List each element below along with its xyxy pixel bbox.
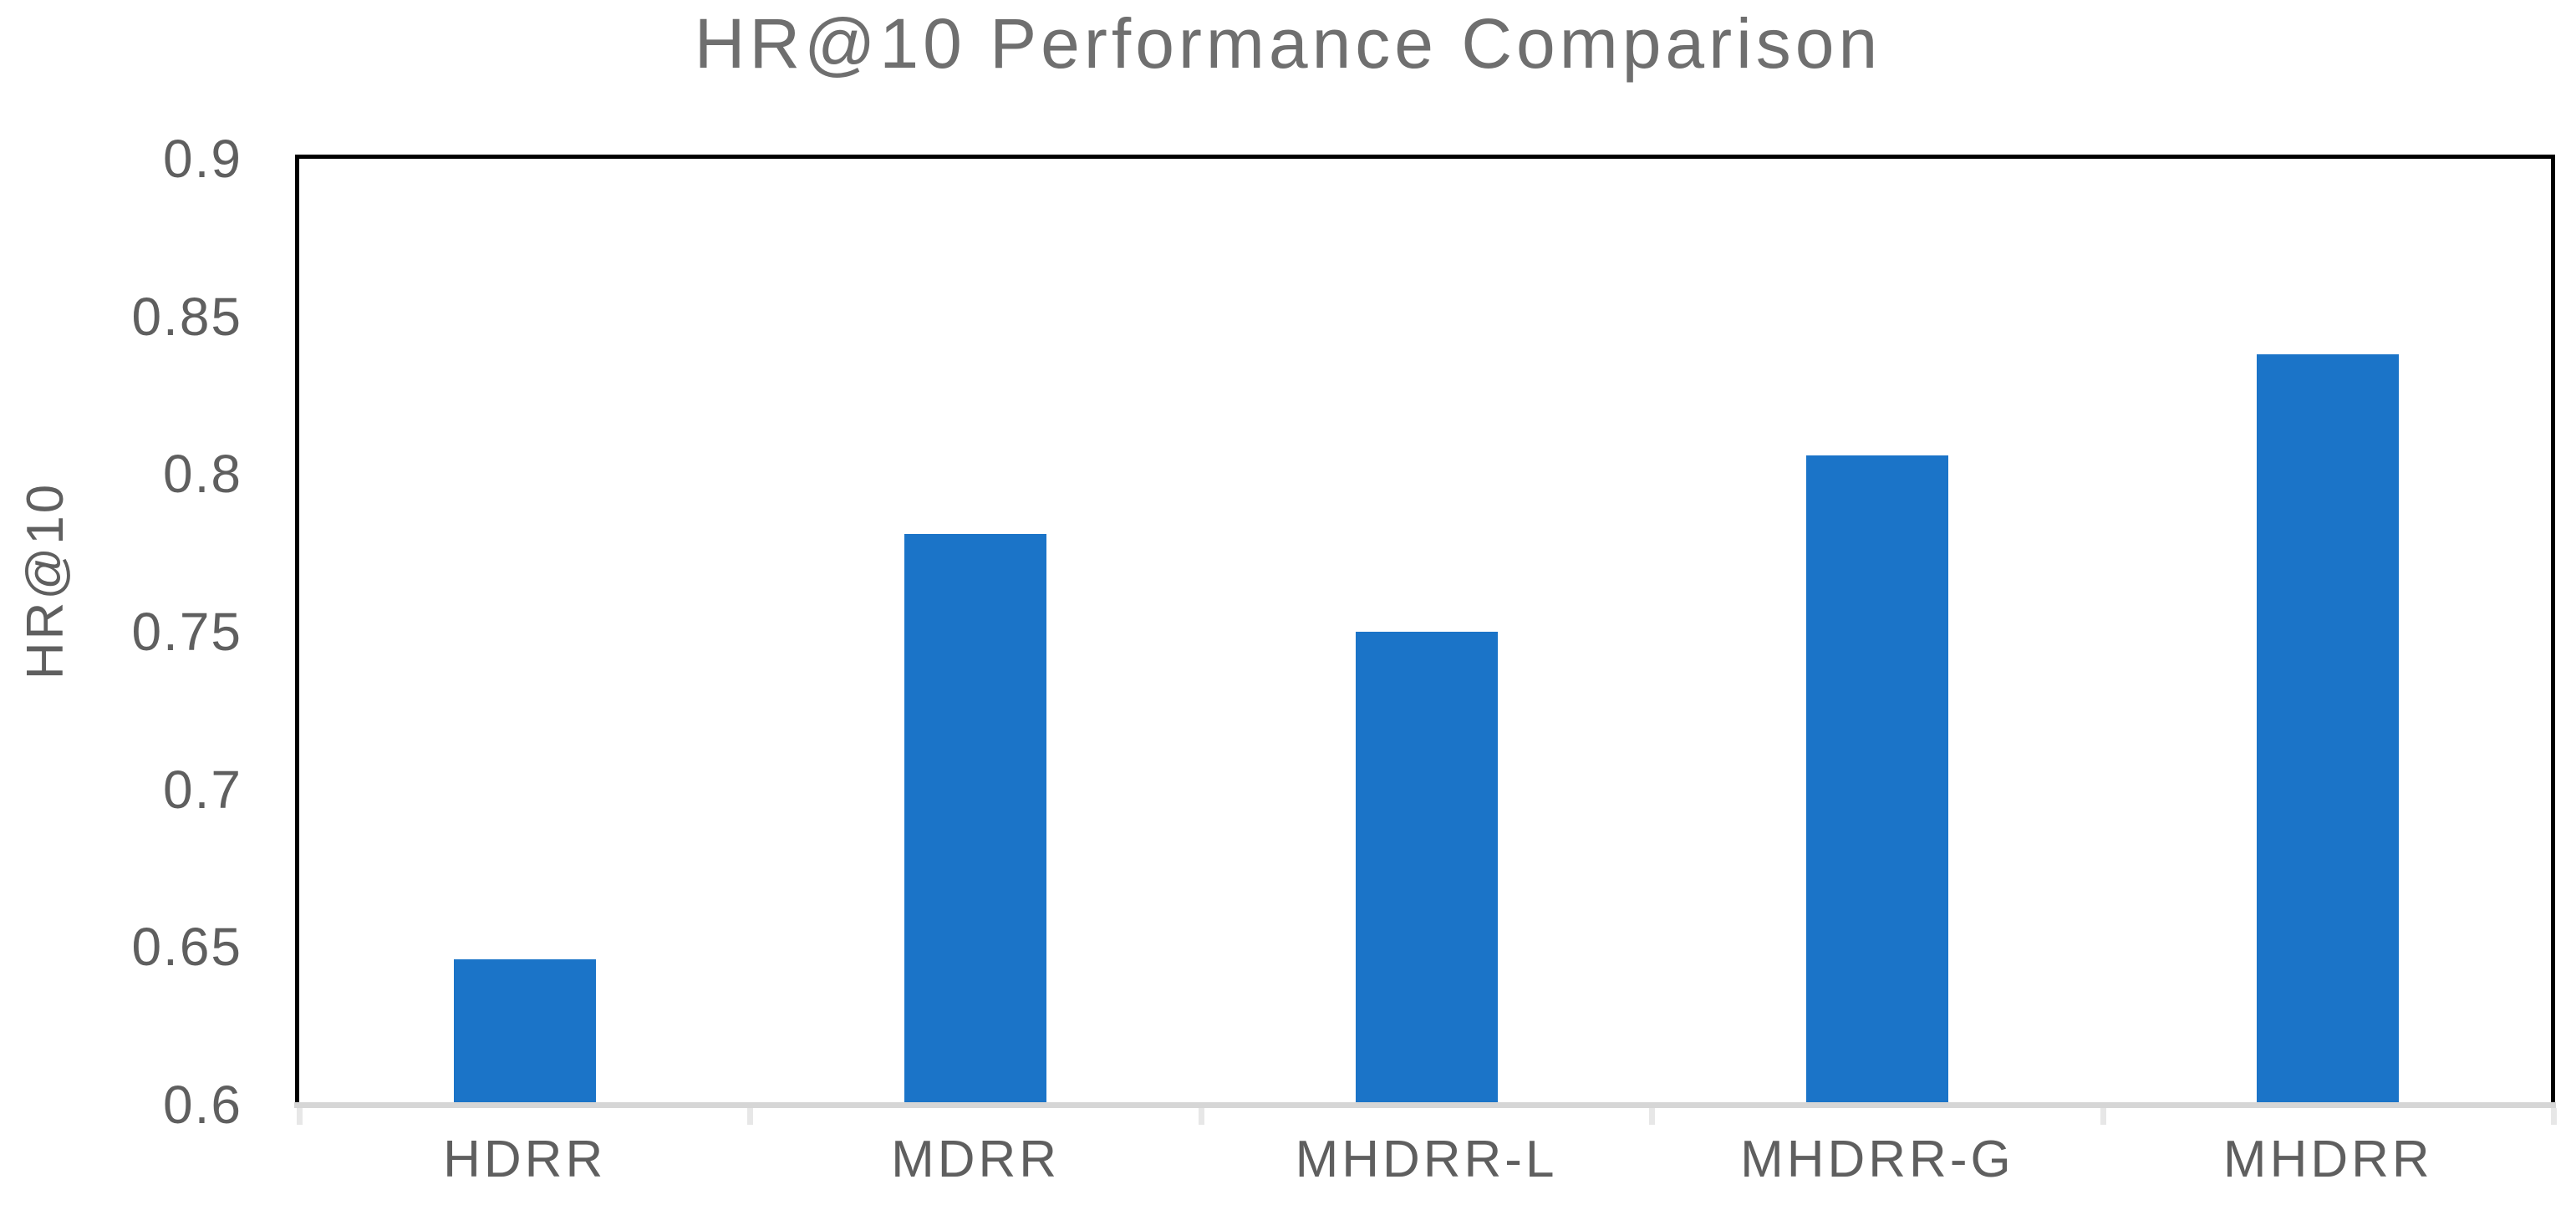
x-axis-category-label: MHDRR-G: [1740, 1131, 2014, 1188]
y-tick-label: 0.7: [163, 759, 242, 820]
bar-MHDRR-L: [1355, 632, 1498, 1105]
chart-title: HR@10 Performance Comparison: [694, 4, 1882, 83]
x-axis-category-label: MHDRR-L: [1295, 1131, 1558, 1188]
x-axis-tick-mark: [1198, 1108, 1204, 1125]
x-axis-category-label: MHDRR: [2222, 1131, 2433, 1188]
bar-MDRR: [904, 534, 1047, 1105]
x-axis-line: [294, 1102, 2556, 1108]
x-axis-tick-mark: [2551, 1108, 2557, 1125]
y-tick-label: 0.75: [131, 602, 242, 662]
x-axis-tick-mark: [1649, 1108, 1656, 1125]
y-tick-label: 0.65: [131, 917, 242, 978]
bar-HDRR: [453, 959, 596, 1105]
x-axis-tick-mark: [747, 1108, 754, 1125]
bar-MHDRR-G: [1805, 455, 1948, 1105]
x-axis-tick-mark: [2100, 1108, 2106, 1125]
y-tick-label: 0.85: [131, 286, 242, 347]
x-axis-category-label: MDRR: [891, 1131, 1061, 1188]
x-axis-tick-mark: [297, 1108, 303, 1125]
y-tick-label: 0.9: [163, 129, 242, 189]
x-axis-category-label: HDRR: [443, 1131, 607, 1188]
y-tick-label: 0.8: [163, 444, 242, 505]
y-tick-label: 0.6: [163, 1075, 242, 1135]
bar-MHDRR: [2257, 353, 2400, 1105]
